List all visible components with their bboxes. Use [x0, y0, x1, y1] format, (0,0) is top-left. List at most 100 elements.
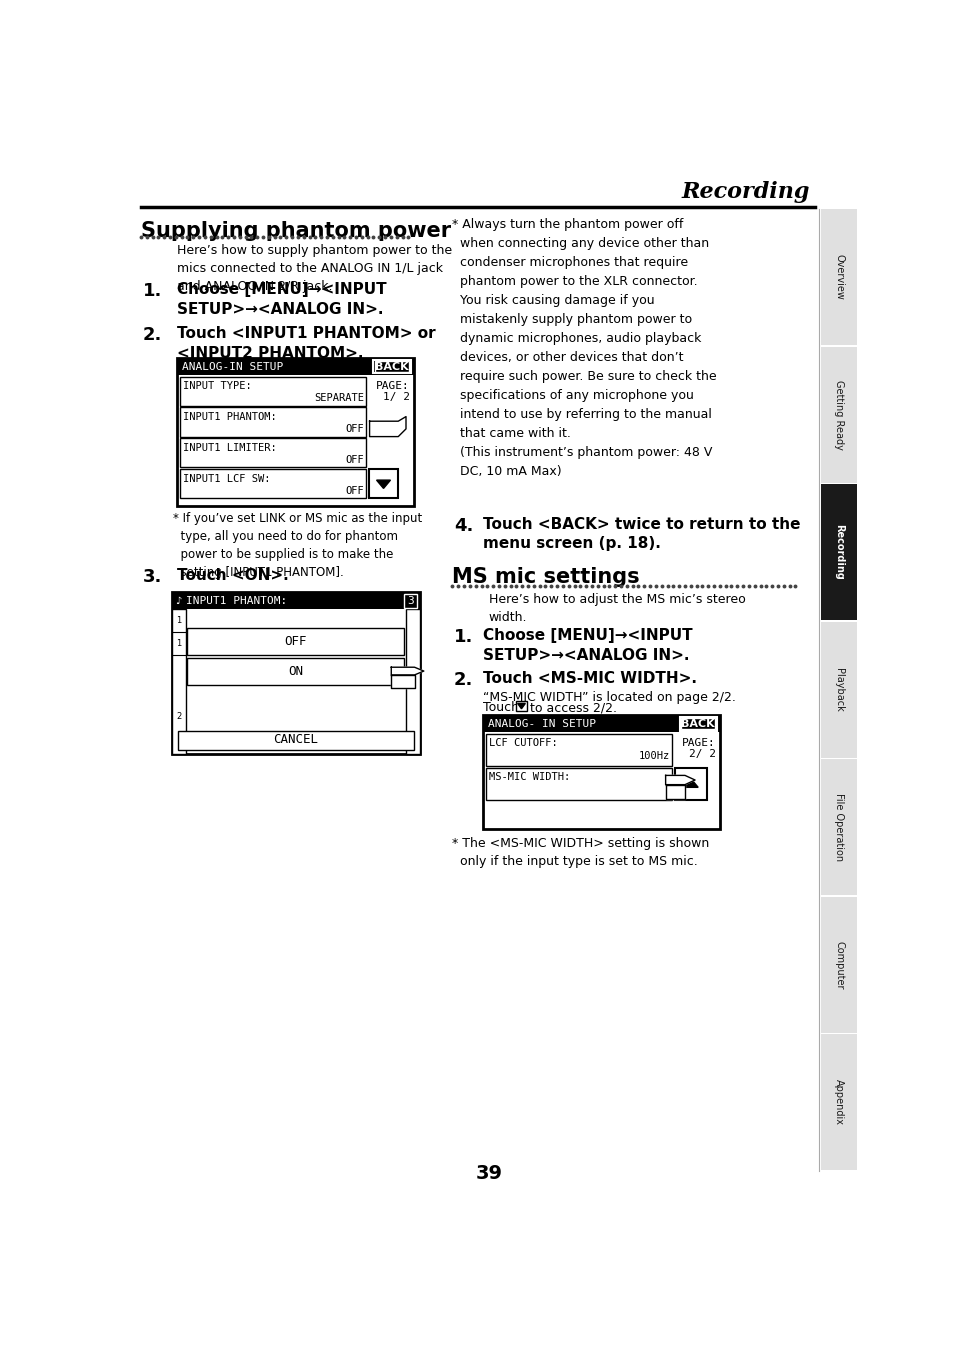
Bar	[821, 896, 856, 1033]
Text: Recording: Recording	[833, 524, 843, 581]
Text: 1/ 2: 1/ 2	[382, 391, 410, 402]
Bar	[674, 768, 707, 800]
Text: INPUT1 PHANTOM:: INPUT1 PHANTOM:	[183, 412, 276, 422]
Bar	[406, 609, 419, 754]
Text: 1: 1	[176, 616, 181, 626]
Polygon shape	[517, 704, 525, 708]
Text: MS-MIC WIDTH:: MS-MIC WIDTH:	[488, 772, 570, 783]
Text: Touch <INPUT1 PHANTOM> or
<INPUT2 PHANTOM>.: Touch <INPUT1 PHANTOM> or <INPUT2 PHANTO…	[177, 326, 436, 360]
Text: Choose [MENU]→<INPUT
SETUP>→<ANALOG IN>.: Choose [MENU]→<INPUT SETUP>→<ANALOG IN>.	[483, 628, 693, 663]
Text: SEPARATE: SEPARATE	[314, 394, 364, 403]
Bar	[172, 609, 186, 754]
Text: ANALOG- IN SETUP: ANALOG- IN SETUP	[488, 719, 596, 728]
Text: INPUT1 LIMITER:: INPUT1 LIMITER:	[183, 443, 276, 452]
Text: CANCEL: CANCEL	[274, 734, 318, 746]
Bar	[483, 715, 720, 733]
Text: ON: ON	[288, 665, 303, 677]
Text: Here’s how to supply phantom power to the
mics connected to the ANALOG IN 1/L ja: Here’s how to supply phantom power to th…	[177, 244, 452, 292]
Text: BACK: BACK	[375, 362, 409, 371]
Bar	[821, 485, 856, 620]
Text: * Always turn the phantom power off
  when connecting any device other than
  co: * Always turn the phantom power off when…	[452, 218, 717, 478]
Bar	[187, 628, 404, 655]
Text: LCF CUTOFF:: LCF CUTOFF:	[488, 738, 558, 749]
Polygon shape	[665, 776, 695, 784]
Text: Recording: Recording	[680, 180, 809, 203]
Polygon shape	[376, 481, 390, 489]
Text: “MS-MIC WIDTH” is located on page 2/2.: “MS-MIC WIDTH” is located on page 2/2.	[483, 691, 736, 704]
Text: PAGE:: PAGE:	[375, 382, 410, 391]
Text: INPUT1 LCF SW:: INPUT1 LCF SW:	[183, 474, 270, 483]
Text: OFF: OFF	[345, 424, 364, 435]
Text: Playback: Playback	[833, 668, 843, 712]
Bar	[178, 731, 414, 750]
Bar	[483, 715, 720, 829]
Text: 2.: 2.	[142, 326, 162, 344]
Bar	[172, 592, 419, 609]
Polygon shape	[683, 779, 698, 787]
Bar	[819, 162, 860, 1205]
Text: 100Hz: 100Hz	[639, 750, 670, 761]
Text: File Operation: File Operation	[833, 793, 843, 861]
Bar	[179, 468, 365, 498]
Text: Appendix: Appendix	[833, 1079, 843, 1125]
Text: Touch <ON>.: Touch <ON>.	[177, 567, 289, 582]
Bar	[680, 719, 715, 730]
Polygon shape	[665, 784, 684, 799]
Polygon shape	[391, 668, 423, 674]
Bar	[369, 468, 397, 498]
Text: * The <MS-MIC WIDTH> setting is shown
  only if the input type is set to MS mic.: * The <MS-MIC WIDTH> setting is shown on…	[452, 837, 709, 868]
Text: Touch <BACK> twice to return to the
menu screen (p. 18).: Touch <BACK> twice to return to the menu…	[483, 517, 801, 551]
Bar	[179, 439, 365, 467]
Bar	[177, 357, 414, 506]
Text: 39: 39	[475, 1163, 502, 1183]
Bar	[187, 658, 404, 685]
Polygon shape	[369, 417, 406, 436]
Bar	[404, 593, 416, 608]
Text: ANALOG-IN SETUP: ANALOG-IN SETUP	[182, 362, 283, 371]
Bar	[179, 376, 365, 406]
Bar	[485, 768, 671, 800]
Text: 1.: 1.	[454, 628, 473, 646]
Text: * If you’ve set LINK or MS mic as the input
  type, all you need to do for phant: * If you’ve set LINK or MS mic as the in…	[173, 512, 422, 580]
Text: 3: 3	[407, 596, 414, 605]
Text: 1.: 1.	[142, 282, 162, 299]
Text: INPUT TYPE:: INPUT TYPE:	[183, 382, 252, 391]
Text: to access 2/2.: to access 2/2.	[530, 701, 617, 715]
Bar	[821, 1034, 856, 1170]
Bar	[179, 408, 365, 436]
Text: OFF: OFF	[345, 486, 364, 496]
Text: 1: 1	[176, 639, 181, 649]
Polygon shape	[391, 674, 415, 688]
Bar	[373, 360, 410, 374]
Text: 3.: 3.	[142, 567, 162, 585]
Text: Touch <MS-MIC WIDTH>.: Touch <MS-MIC WIDTH>.	[483, 670, 697, 685]
Bar	[821, 760, 856, 895]
Text: MS mic settings: MS mic settings	[452, 567, 639, 586]
Bar	[516, 701, 526, 711]
Text: ♪: ♪	[174, 596, 181, 605]
Text: Computer: Computer	[833, 941, 843, 990]
Text: OFF: OFF	[345, 455, 364, 464]
Bar	[679, 716, 716, 731]
Text: 4.: 4.	[454, 517, 473, 535]
Text: 2/ 2: 2/ 2	[688, 749, 716, 760]
Bar	[172, 592, 419, 754]
Text: Touch: Touch	[483, 701, 519, 715]
Bar	[821, 347, 856, 483]
Bar	[485, 734, 671, 766]
Text: OFF: OFF	[284, 635, 307, 649]
Text: Supplying phantom power: Supplying phantom power	[141, 221, 451, 241]
Text: Getting Ready: Getting Ready	[833, 380, 843, 450]
Bar	[375, 362, 409, 372]
Text: 2.: 2.	[454, 670, 473, 689]
Bar	[177, 357, 414, 375]
Text: Overview: Overview	[833, 255, 843, 301]
Text: BACK: BACK	[680, 719, 714, 728]
Bar	[821, 621, 856, 758]
Text: Choose [MENU]→<INPUT
SETUP>→<ANALOG IN>.: Choose [MENU]→<INPUT SETUP>→<ANALOG IN>.	[177, 282, 387, 317]
Text: INPUT1 PHANTOM:: INPUT1 PHANTOM:	[186, 596, 287, 605]
Text: 2: 2	[176, 712, 181, 722]
Bar	[821, 210, 856, 345]
Text: Here’s how to adjust the MS mic’s stereo
width.: Here’s how to adjust the MS mic’s stereo…	[488, 593, 745, 624]
Text: PAGE:: PAGE:	[681, 738, 716, 749]
